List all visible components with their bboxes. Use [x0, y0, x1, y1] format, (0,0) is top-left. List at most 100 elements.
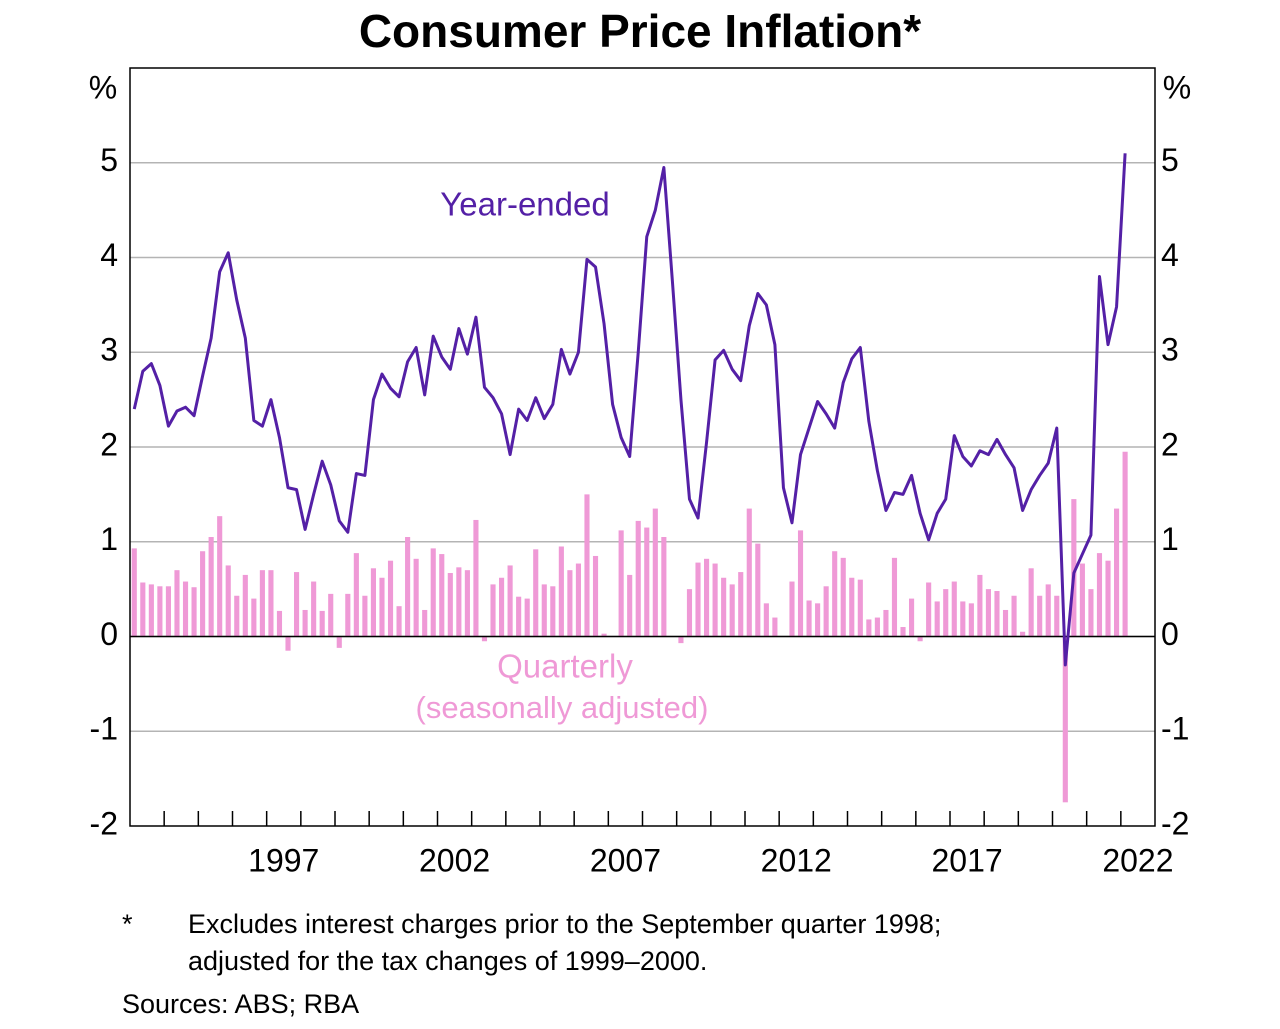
bar	[627, 574, 633, 637]
bar	[336, 636, 342, 648]
bar	[541, 584, 547, 637]
bar	[353, 553, 359, 637]
bar	[1114, 508, 1120, 637]
bar	[601, 633, 607, 637]
bar	[934, 601, 940, 637]
bar	[1011, 595, 1017, 637]
bar	[439, 554, 445, 637]
y-tick-label: 2	[100, 426, 118, 462]
bar	[644, 527, 650, 637]
bar	[977, 574, 983, 637]
bar	[721, 577, 727, 637]
bar	[1020, 631, 1026, 637]
bar	[328, 593, 334, 637]
bar	[592, 555, 599, 637]
bar	[917, 636, 923, 642]
bar	[481, 636, 488, 642]
bar	[430, 548, 436, 637]
bar	[276, 610, 283, 637]
bar	[704, 558, 710, 637]
bar	[507, 565, 513, 637]
y-tick-label-right: 4	[1161, 237, 1179, 273]
bar	[738, 572, 744, 637]
bar	[678, 636, 684, 644]
bar	[729, 584, 735, 637]
bar	[891, 557, 898, 637]
bar	[157, 586, 163, 637]
bar	[268, 570, 274, 637]
y-unit-right: %	[1163, 69, 1191, 105]
y-tick-label-right: 3	[1161, 332, 1179, 368]
bar	[473, 519, 479, 637]
bar	[1096, 553, 1103, 637]
bar	[840, 557, 846, 637]
y-tick-label: 5	[100, 142, 118, 178]
bar	[1062, 636, 1068, 803]
bar	[131, 548, 137, 637]
y-tick-label-right: -1	[1161, 711, 1189, 747]
footnote-marker: *	[122, 909, 133, 939]
bar	[1037, 595, 1043, 637]
footnote: Excludes interest charges prior to the S…	[188, 909, 941, 939]
bar	[823, 586, 829, 637]
bar	[251, 598, 257, 637]
bar	[746, 508, 752, 637]
bar	[1079, 563, 1085, 637]
bar	[464, 570, 470, 637]
bar	[379, 577, 385, 637]
y-tick-label-right: 1	[1161, 521, 1179, 557]
bar	[695, 562, 701, 637]
bar	[985, 589, 991, 637]
bar	[499, 577, 505, 637]
bar	[285, 636, 291, 651]
bar	[174, 570, 180, 637]
bar	[1122, 451, 1128, 637]
x-tick-label: 2007	[590, 842, 661, 878]
bar	[994, 591, 1000, 637]
bar	[1105, 560, 1111, 637]
y-tick-label: 4	[100, 237, 118, 273]
x-tick-label: 2002	[419, 842, 490, 878]
bar	[883, 609, 889, 637]
y-tick-label: -2	[90, 805, 118, 841]
bar	[635, 520, 641, 637]
bar	[960, 601, 966, 637]
bar	[584, 494, 590, 637]
bar	[217, 516, 223, 637]
y-tick-label: 3	[100, 332, 118, 368]
bar	[259, 570, 265, 637]
x-tick-label: 1997	[248, 842, 319, 878]
bar	[797, 530, 804, 637]
bar	[772, 617, 778, 637]
line-annotation: Year-ended	[440, 186, 609, 223]
bar	[550, 586, 556, 637]
bar	[234, 595, 240, 637]
bar	[362, 595, 368, 637]
bar	[516, 596, 522, 637]
bar	[926, 582, 932, 637]
x-tick-label: 2022	[1102, 842, 1173, 878]
bar	[951, 581, 957, 637]
bar	[1088, 589, 1094, 637]
y-unit-left: %	[89, 69, 117, 105]
bar	[490, 584, 496, 637]
bar	[815, 603, 821, 637]
sources: Sources: ABS; RBA	[122, 989, 359, 1019]
bar	[345, 593, 351, 637]
bar	[832, 551, 838, 637]
bar	[618, 530, 624, 637]
bar	[806, 600, 812, 637]
y-tick-label-right: 5	[1161, 142, 1179, 178]
bar	[661, 537, 667, 637]
bar	[165, 586, 171, 637]
x-tick-label: 2012	[761, 842, 832, 878]
bar	[319, 610, 325, 637]
bar	[849, 577, 855, 637]
bar	[874, 617, 880, 637]
bar	[789, 581, 795, 637]
bar	[857, 579, 863, 637]
bar	[567, 570, 573, 637]
bar	[652, 508, 658, 637]
y-tick-label-right: 0	[1161, 616, 1179, 652]
